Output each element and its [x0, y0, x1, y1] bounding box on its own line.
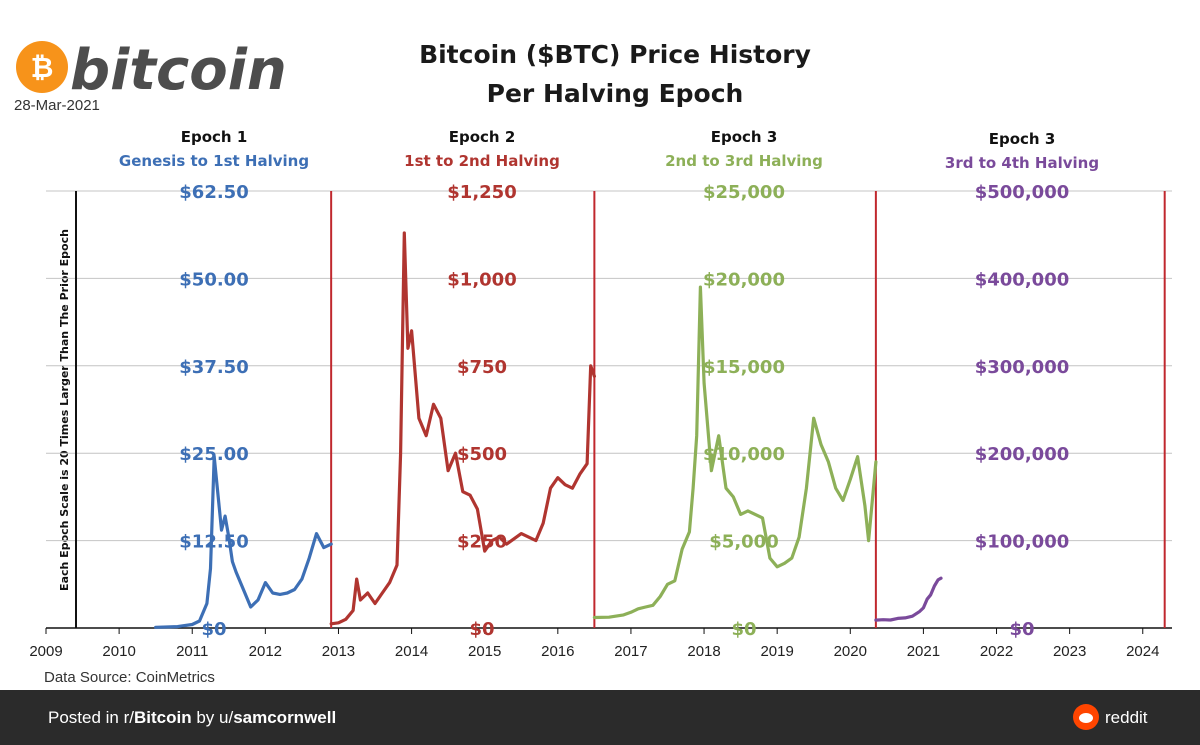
epoch3-label: 2nd to 3rd Halving — [665, 152, 823, 170]
bitcoin-symbol: ₿ — [31, 51, 54, 84]
bitcoin-wordmark: bitcoin — [70, 38, 287, 103]
epoch1-y-tick-label: $37.50 — [179, 357, 248, 378]
x-tick-label: 2011 — [176, 643, 208, 660]
epoch4-name: Epoch 3 — [989, 130, 1056, 148]
epoch2-y-tick-label: $1,000 — [447, 269, 516, 290]
x-tick-label: 2015 — [468, 643, 501, 660]
reddit-footer: Posted in r/Bitcoin by u/samcornwell red… — [0, 690, 1200, 745]
epoch4-y-tick-label: $0 — [1009, 619, 1034, 640]
x-tick-label: 2023 — [1053, 643, 1086, 660]
epoch2-y-tick-label: $750 — [457, 357, 507, 378]
epoch3-y-tick-label: $20,000 — [703, 269, 785, 290]
epoch2-price-line — [329, 231, 596, 626]
chart-subtitle: Per Halving Epoch — [487, 79, 744, 108]
epoch4-y-tick-label: $400,000 — [975, 269, 1070, 290]
epoch1-price-line — [154, 455, 333, 629]
bitcoin-logo: ₿ bitcoin — [16, 38, 287, 103]
x-tick-label: 2024 — [1126, 643, 1159, 660]
x-tick-label: 2010 — [102, 643, 135, 660]
epoch1-y-tick-label: $25.00 — [179, 444, 248, 465]
x-tick-label: 2013 — [322, 643, 355, 660]
bitcoin-epoch-chart: ₿ bitcoin 28-Mar-2021 Bitcoin ($BTC) Pri… — [14, 38, 1172, 686]
epoch4-y-tick-label: $100,000 — [975, 532, 1070, 553]
subreddit-link[interactable]: Bitcoin — [134, 708, 192, 727]
reddit-icon — [1073, 704, 1099, 730]
user-link[interactable]: samcornwell — [233, 708, 337, 727]
epoch1-y-tick-label: $62.50 — [179, 182, 248, 203]
epoch2-y-tick-label: $0 — [469, 619, 494, 640]
epoch2-y-tick-label: $1,250 — [447, 182, 516, 203]
reddit-logo[interactable]: reddit — [1073, 702, 1183, 732]
y-axis-label: Each Epoch Scale is 20 Times Larger Than… — [58, 229, 71, 591]
x-tick-label: 2012 — [249, 643, 282, 660]
epoch3-y-tick-label: $10,000 — [703, 444, 785, 465]
by-text: by u/ — [191, 708, 234, 727]
data-source: Data Source: CoinMetrics — [44, 669, 215, 686]
x-tick-label: 2022 — [980, 643, 1013, 660]
x-tick-label: 2014 — [395, 643, 428, 660]
epoch4-label: 3rd to 4th Halving — [945, 154, 1099, 172]
x-tick-label: 2018 — [687, 643, 720, 660]
epoch3-y-tick-label: $25,000 — [703, 182, 785, 203]
epoch3-price-line — [592, 285, 878, 620]
epoch4-y-tick-label: $300,000 — [975, 357, 1070, 378]
epoch2-y-tick-label: $250 — [457, 532, 507, 553]
epoch1-y-tick-label: $50.00 — [179, 269, 248, 290]
x-tick-label: 2021 — [907, 643, 940, 660]
epoch4-price-line — [874, 576, 943, 622]
x-tick-label: 2009 — [29, 643, 62, 660]
epoch2-name: Epoch 2 — [449, 128, 516, 146]
x-tick-label: 2020 — [834, 643, 867, 660]
x-tick-label: 2019 — [760, 643, 793, 660]
plot-area: 2009 2010 2011 2012 2013 2014 2015 2016 2017 2018… — [29, 182, 1172, 660]
epoch3-name: Epoch 3 — [711, 128, 778, 146]
epoch1-y-tick-label: $12.50 — [179, 532, 248, 553]
x-tick-label: 2016 — [541, 643, 574, 660]
bitcoin-coin-icon — [16, 41, 68, 93]
epoch2-y-tick-label: $500 — [457, 444, 507, 465]
epoch3-y-tick-label: $0 — [731, 619, 756, 640]
logo-date: 28-Mar-2021 — [14, 97, 100, 114]
epoch4-y-tick-label: $500,000 — [975, 182, 1070, 203]
x-tick-label: 2017 — [614, 643, 647, 660]
epoch2-label: 1st to 2nd Halving — [404, 152, 560, 170]
posted-in-text: Posted in r/ — [48, 708, 134, 727]
epoch1-name: Epoch 1 — [181, 128, 248, 146]
epoch3-y-tick-label: $5,000 — [709, 532, 778, 553]
epoch3-y-tick-label: $15,000 — [703, 357, 785, 378]
chart-title: Bitcoin ($BTC) Price History — [419, 40, 811, 69]
epoch1-label: Genesis to 1st Halving — [119, 152, 309, 170]
epoch4-y-tick-label: $200,000 — [975, 444, 1070, 465]
reddit-wordmark: reddit — [1105, 708, 1148, 727]
epoch1-y-tick-label: $0 — [201, 619, 226, 640]
post-attribution: Posted in r/Bitcoin by u/samcornwell — [48, 708, 336, 728]
